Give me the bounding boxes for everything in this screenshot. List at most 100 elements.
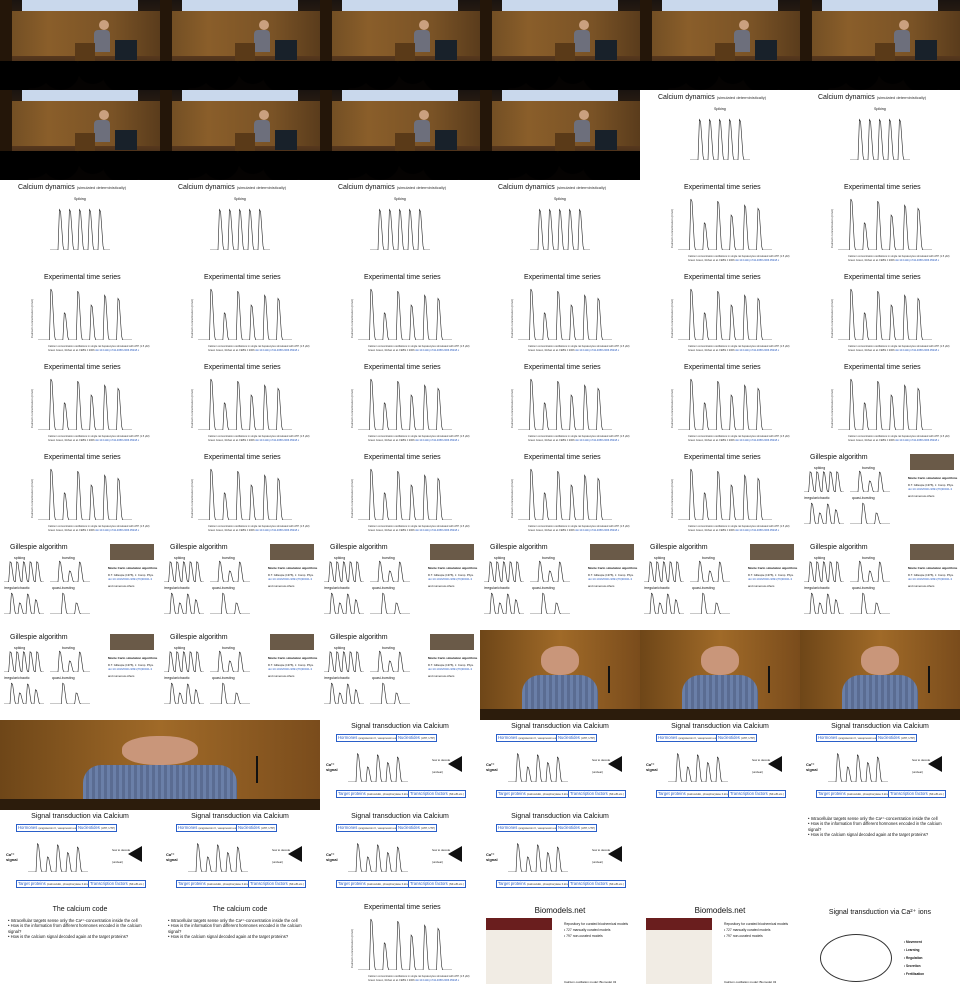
reference-link: doi:10.1016/0021-9991(76)90041-3	[108, 667, 153, 671]
panel-label-quasi: quasi-bursting	[532, 586, 555, 590]
frame-experimental: Experimental time series Calcium concentr…	[800, 270, 960, 360]
figure-caption: Calcium concentration oscillations in si…	[48, 345, 150, 348]
panel-label-spiking: spiking	[14, 556, 26, 560]
target-proteins-label: Target proteins	[338, 881, 367, 886]
speaker-icon	[448, 846, 462, 862]
target-proteins-sub: (calmodulin, phosphorylase b kinase, etc…	[46, 882, 100, 886]
trace-line	[198, 288, 292, 340]
spiking-trace	[4, 651, 44, 672]
slide-title: Signal transduction via Calcium	[511, 723, 609, 730]
doi-link: doi:10.1111/j.1742-4658.2006.05218.x	[575, 439, 620, 442]
frame-experimental: Experimental time series Calcium concentr…	[320, 450, 480, 540]
conference-logo	[275, 129, 298, 150]
experimental-trace	[38, 468, 132, 520]
decode-label: how to decode	[272, 848, 291, 852]
biomodel-reference: Calcium oscillation model: Biomodel 43	[724, 980, 777, 984]
source-text: Green Green, Rohan et al. FEBS J 2006	[528, 439, 576, 442]
frame-stage	[480, 90, 640, 180]
conference-logo	[115, 39, 138, 60]
doi-link: doi:10.1111/j.1742-4658.2006.05218.x	[415, 349, 460, 352]
frame-signal: Signal transduction via Calcium Hormones …	[480, 810, 640, 900]
figure-caption: Calcium concentration oscillations in si…	[528, 525, 630, 528]
decode-note: (unclear)	[272, 860, 284, 864]
frame-gillespie: Gillespie algorithm spiking bursting irregu…	[0, 630, 160, 720]
panel-label-bursting: bursting	[702, 556, 715, 560]
hormones-label: Hormones	[498, 735, 519, 740]
hormones-label: Hormones	[498, 825, 519, 830]
frame-stage	[0, 0, 160, 90]
algorithm-heading: Monte Carlo simulation algorithms	[428, 566, 478, 570]
frame-stage	[320, 0, 480, 90]
frame-gillespie: Gillespie algorithm spiking bursting irregu…	[0, 540, 160, 630]
algorithm-heading: Monte Carlo simulation algorithms	[268, 656, 318, 660]
target-proteins-sub: (calmodulin, phosphorylase b kinase, etc…	[526, 792, 580, 796]
speaker-head	[700, 646, 740, 675]
trace-line	[198, 468, 292, 520]
doi-link: doi:10.1111/j.1742-4658.2006.05218.x	[735, 349, 780, 352]
figure-source: Green Green, Rohan et al. FEBS J 2006 do…	[528, 439, 632, 442]
doi-link: doi:10.1111/j.1742-4658.2006.05218.x	[95, 349, 140, 352]
figure-source: Green Green, Rohan et al. FEBS J 2006 do…	[48, 439, 152, 442]
panel-label-bursting: bursting	[542, 556, 555, 560]
y-axis-label: Calcium concentration (nmol)	[670, 478, 674, 518]
source-text: Green Green, Rohan et al. FEBS J 2006	[528, 529, 576, 532]
audience-silhouettes	[0, 61, 160, 90]
audience-silhouettes	[480, 61, 640, 90]
target-proteins-label: Target proteins	[818, 791, 847, 796]
hormones-label: Hormones	[658, 735, 679, 740]
doi-link: doi:10.1111/j.1742-4658.2006.05218.x	[575, 349, 620, 352]
speaker-body	[574, 29, 591, 52]
nucleotides-sub: (ATP, UTP)	[901, 736, 915, 740]
reference-link: doi:10.1016/0021-9991(76)90041-3	[268, 667, 313, 671]
trace-line	[838, 378, 932, 430]
projection-screen	[182, 0, 298, 11]
quasi-trace	[850, 592, 890, 614]
transcription-factors-box: Transcription factors (NF-κB etc.)	[888, 790, 947, 798]
trace-line	[324, 682, 364, 704]
slide-title: Experimental time series	[44, 454, 121, 461]
figure-caption: Calcium concentration oscillations in si…	[848, 255, 950, 258]
hormones-sub: (angiotensin II, vasopressin etc.)	[198, 826, 239, 830]
nucleotides-box: Nucleotides (ATP, UTP)	[556, 734, 597, 742]
target-proteins-sub: (calmodulin, phosphorylase b kinase, etc…	[686, 792, 740, 796]
calcium-trace	[828, 752, 888, 782]
trace-line	[678, 288, 772, 340]
y-axis-label: Calcium concentration (nmol)	[30, 388, 34, 428]
nucleotides-sub: (ATP, UTP)	[101, 826, 115, 830]
figure-source: Green Green, Rohan et al. FEBS J 2006 do…	[528, 349, 632, 352]
portrait-photo	[910, 544, 954, 560]
source-text: Green Green, Rohan et al. FEBS J 2006	[368, 529, 416, 532]
speaker-head	[99, 109, 110, 120]
panel-label-quasi: quasi-bursting	[212, 676, 235, 680]
nucleotides-box: Nucleotides (ATP, UTP)	[716, 734, 757, 742]
trace-line	[678, 378, 772, 430]
trace-line	[210, 592, 250, 614]
role-item: • Regulation	[904, 956, 923, 960]
hormones-sub: (angiotensin II, vasopressin etc.)	[678, 736, 719, 740]
quasi-trace	[370, 592, 410, 614]
frame-signal: Signal transduction via Calcium Hormones …	[320, 810, 480, 900]
transcription-factors-box: Transcription factors (NF-κB etc.)	[408, 790, 467, 798]
y-axis-label: Calcium concentration (nmol)	[190, 478, 194, 518]
ca-signal-label: Ca²⁺ signal	[326, 852, 338, 862]
nucleotides-sub: (ATP, UTP)	[421, 826, 435, 830]
algorithm-heading: Monte Carlo simulation algorithms	[588, 566, 638, 570]
nucleotides-label: Nucleotides	[398, 825, 422, 830]
projection-screen	[662, 0, 778, 11]
figure-caption: Calcium concentration oscillations in si…	[688, 345, 790, 348]
speaker-body	[734, 29, 751, 52]
doi-link: doi:10.1111/j.1742-4658.2006.05218.x	[895, 439, 940, 442]
decode-label: how to decode	[752, 758, 771, 762]
audience-silhouettes	[320, 151, 480, 180]
panel-label: Spiking	[234, 197, 246, 201]
source-text: Green Green, Rohan et al. FEBS J 2006	[48, 529, 96, 532]
source-text: Green Green, Rohan et al. FEBS J 2006	[848, 439, 896, 442]
trace-line	[850, 118, 910, 160]
slide-title: Signal transduction via Calcium	[191, 813, 289, 820]
bullet-item: • Intracellular targets sense only the C…	[168, 918, 298, 923]
reference-link: doi:10.1016/0021-9991(76)90041-3	[268, 577, 313, 581]
doi-link: doi:10.1111/j.1742-4658.2006.05218.x	[415, 979, 460, 982]
target-proteins-label: Target proteins	[178, 881, 207, 886]
decode-label: how to decode	[432, 848, 451, 852]
doi-link: doi:10.1111/j.1742-4658.2006.05218.x	[735, 439, 780, 442]
